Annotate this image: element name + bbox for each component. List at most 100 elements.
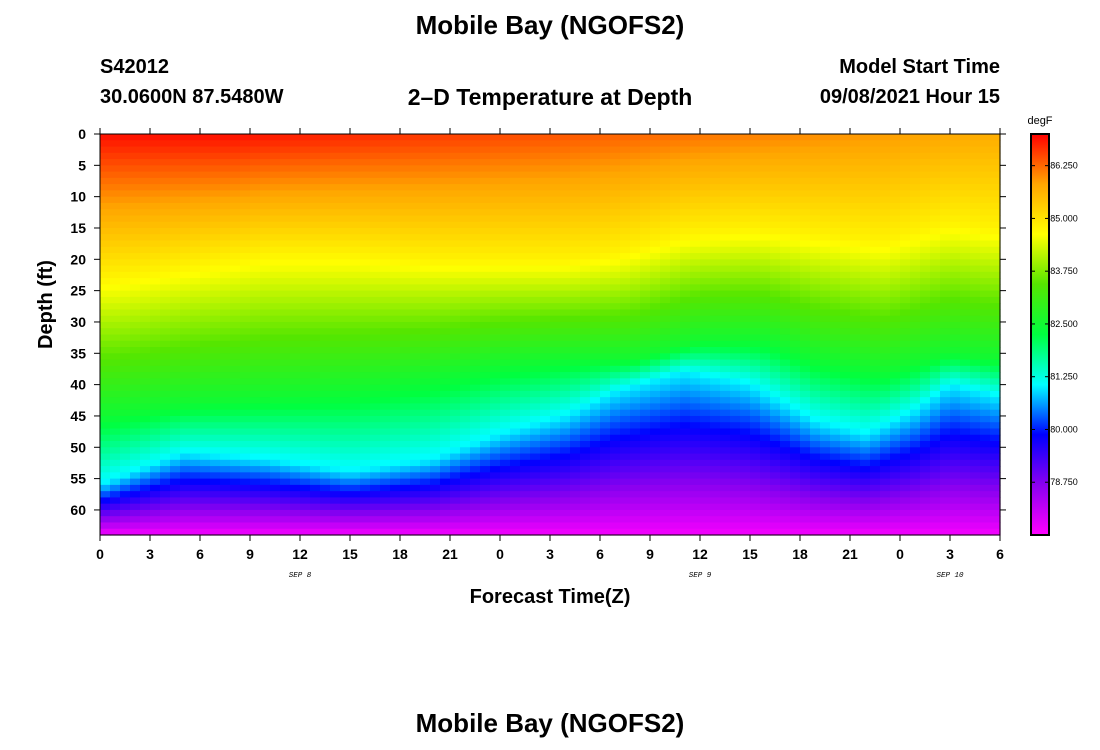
heatmap-cell bbox=[670, 234, 681, 242]
heatmap-cell bbox=[650, 296, 661, 304]
heatmap-cell bbox=[290, 309, 301, 317]
heatmap-cell bbox=[600, 146, 611, 154]
heatmap-cell bbox=[810, 202, 821, 210]
heatmap-cell bbox=[400, 447, 411, 455]
heatmap-cell bbox=[810, 359, 821, 367]
heatmap-cell bbox=[320, 246, 331, 254]
heatmap-cell bbox=[550, 441, 561, 448]
heatmap-cell bbox=[160, 422, 171, 430]
heatmap-cell bbox=[590, 497, 601, 505]
heatmap-cell bbox=[640, 190, 651, 198]
heatmap-cell bbox=[310, 240, 321, 248]
heatmap-cell bbox=[690, 152, 701, 160]
heatmap-cell bbox=[580, 384, 591, 392]
heatmap-cell bbox=[660, 184, 671, 191]
heatmap-cell bbox=[180, 328, 191, 336]
heatmap-cell bbox=[400, 453, 411, 461]
heatmap-cell bbox=[420, 240, 431, 248]
heatmap-cell bbox=[720, 384, 731, 392]
heatmap-cell bbox=[850, 140, 861, 148]
heatmap-cell bbox=[300, 434, 311, 442]
heatmap-cell bbox=[830, 284, 841, 292]
heatmap-cell bbox=[380, 484, 391, 492]
heatmap-cell bbox=[270, 321, 281, 329]
heatmap-cell bbox=[830, 227, 841, 235]
heatmap-cell bbox=[190, 484, 201, 492]
heatmap-cell bbox=[630, 409, 641, 417]
heatmap-cell bbox=[630, 478, 641, 486]
heatmap-cell bbox=[130, 171, 141, 179]
heatmap-cell bbox=[680, 503, 691, 511]
heatmap-cell bbox=[260, 522, 271, 530]
heatmap-cell bbox=[690, 134, 701, 141]
heatmap-cell bbox=[400, 234, 411, 242]
heatmap-cell bbox=[490, 378, 501, 386]
heatmap-cell bbox=[280, 284, 291, 292]
heatmap-cell bbox=[610, 522, 621, 530]
heatmap-cell bbox=[420, 202, 431, 210]
heatmap-cell bbox=[700, 428, 711, 436]
heatmap-cell bbox=[300, 334, 311, 342]
heatmap-cell bbox=[410, 397, 421, 405]
heatmap-cell bbox=[860, 278, 871, 285]
heatmap-cell bbox=[320, 146, 331, 154]
heatmap-cell bbox=[850, 209, 861, 217]
heatmap-cell bbox=[690, 209, 701, 217]
heatmap-cell bbox=[490, 528, 501, 536]
heatmap-cell bbox=[410, 259, 421, 267]
heatmap-cell bbox=[100, 447, 111, 455]
heatmap-cell bbox=[480, 165, 491, 173]
heatmap-cell bbox=[240, 315, 251, 323]
heatmap-cell bbox=[830, 478, 841, 486]
heatmap-cell bbox=[710, 165, 721, 173]
heatmap-cell bbox=[650, 184, 661, 191]
heatmap-cell bbox=[140, 478, 151, 486]
heatmap-cell bbox=[630, 434, 641, 442]
heatmap-cell bbox=[730, 196, 741, 204]
heatmap-cell bbox=[680, 378, 691, 386]
heatmap-cell bbox=[140, 384, 151, 392]
heatmap-cell bbox=[670, 365, 681, 373]
heatmap-cell bbox=[380, 372, 391, 379]
heatmap-cell bbox=[160, 390, 171, 398]
heatmap-cell bbox=[610, 271, 621, 279]
heatmap-cell bbox=[450, 227, 461, 235]
heatmap-cell bbox=[280, 347, 291, 354]
heatmap-cell bbox=[170, 453, 181, 461]
heatmap-cell bbox=[470, 447, 481, 455]
heatmap-cell bbox=[410, 321, 421, 329]
heatmap-cell bbox=[200, 397, 211, 405]
heatmap-cell bbox=[510, 372, 521, 379]
heatmap-cell bbox=[310, 397, 321, 405]
heatmap-cell bbox=[790, 309, 801, 317]
heatmap-cell bbox=[410, 484, 421, 492]
heatmap-cell bbox=[200, 353, 211, 361]
heatmap-cell bbox=[160, 296, 171, 304]
heatmap-cell bbox=[140, 491, 151, 499]
heatmap-cell bbox=[390, 509, 401, 517]
heatmap-cell bbox=[210, 403, 221, 411]
heatmap-cell bbox=[750, 328, 761, 336]
heatmap-cell bbox=[460, 259, 471, 267]
heatmap-cell bbox=[700, 359, 711, 367]
heatmap-cell bbox=[370, 240, 381, 248]
heatmap-cell bbox=[180, 503, 191, 511]
heatmap-cell bbox=[290, 315, 301, 323]
heatmap-cell bbox=[660, 334, 671, 342]
heatmap-cell bbox=[860, 321, 871, 329]
heatmap-cell bbox=[270, 309, 281, 317]
heatmap-cell bbox=[180, 466, 191, 473]
heatmap-cell bbox=[110, 171, 121, 179]
heatmap-cell bbox=[700, 271, 711, 279]
heatmap-cell bbox=[810, 409, 821, 417]
heatmap-cell bbox=[820, 296, 831, 304]
heatmap-cell bbox=[690, 340, 701, 348]
heatmap-cell bbox=[710, 441, 721, 448]
heatmap-cell bbox=[130, 484, 141, 492]
heatmap-cell bbox=[560, 284, 571, 292]
heatmap-cell bbox=[340, 359, 351, 367]
heatmap-cell bbox=[770, 140, 781, 148]
heatmap-cell bbox=[250, 503, 261, 511]
heatmap-cell bbox=[460, 472, 471, 480]
heatmap-cell bbox=[320, 365, 331, 373]
